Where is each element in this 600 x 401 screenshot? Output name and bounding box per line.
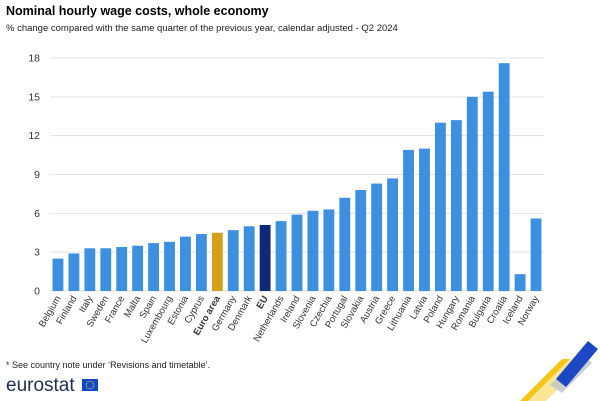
chart-title: Nominal hourly wage costs, whole economy <box>6 4 269 18</box>
bar <box>466 96 478 291</box>
bar <box>211 232 223 291</box>
y-tick-label: 6 <box>34 208 40 220</box>
y-tick-label: 0 <box>34 286 40 298</box>
y-tick-label: 12 <box>28 130 40 142</box>
bar-chart: 0369121518BelgiumFinlandItalySwedenFranc… <box>28 53 544 345</box>
bar <box>355 190 367 291</box>
bar <box>52 258 64 291</box>
y-tick-label: 9 <box>34 169 40 181</box>
bar <box>419 148 430 291</box>
chart-subtitle: % change compared with the same quarter … <box>6 23 398 34</box>
corner-decoration <box>520 341 598 401</box>
bar <box>180 236 191 291</box>
bar <box>259 224 271 291</box>
bar <box>339 197 351 291</box>
bar <box>323 209 335 291</box>
bar <box>307 210 319 291</box>
eu-flag-icon <box>82 379 98 391</box>
bar <box>243 226 255 291</box>
bar <box>227 230 239 291</box>
bar <box>116 246 128 291</box>
bar <box>100 248 112 291</box>
eurostat-logo: eurostat <box>6 375 75 396</box>
bar <box>514 274 526 291</box>
y-tick-label: 15 <box>28 91 40 103</box>
bar <box>498 63 510 291</box>
bar <box>482 91 494 292</box>
bar <box>435 122 446 291</box>
bar <box>450 120 462 291</box>
y-tick-label: 3 <box>34 247 40 259</box>
bar <box>68 253 80 291</box>
y-tick-label: 18 <box>28 53 40 65</box>
bar <box>530 218 542 291</box>
bar <box>387 178 399 291</box>
footnote: * See country note under ‘Revisions and … <box>6 360 211 370</box>
bar <box>148 243 159 291</box>
bar <box>291 214 303 291</box>
bar <box>84 248 96 291</box>
bar <box>403 149 414 291</box>
bar <box>132 245 144 291</box>
bar <box>371 183 383 291</box>
bar <box>195 234 207 291</box>
bar <box>275 221 287 291</box>
bar <box>164 241 175 291</box>
